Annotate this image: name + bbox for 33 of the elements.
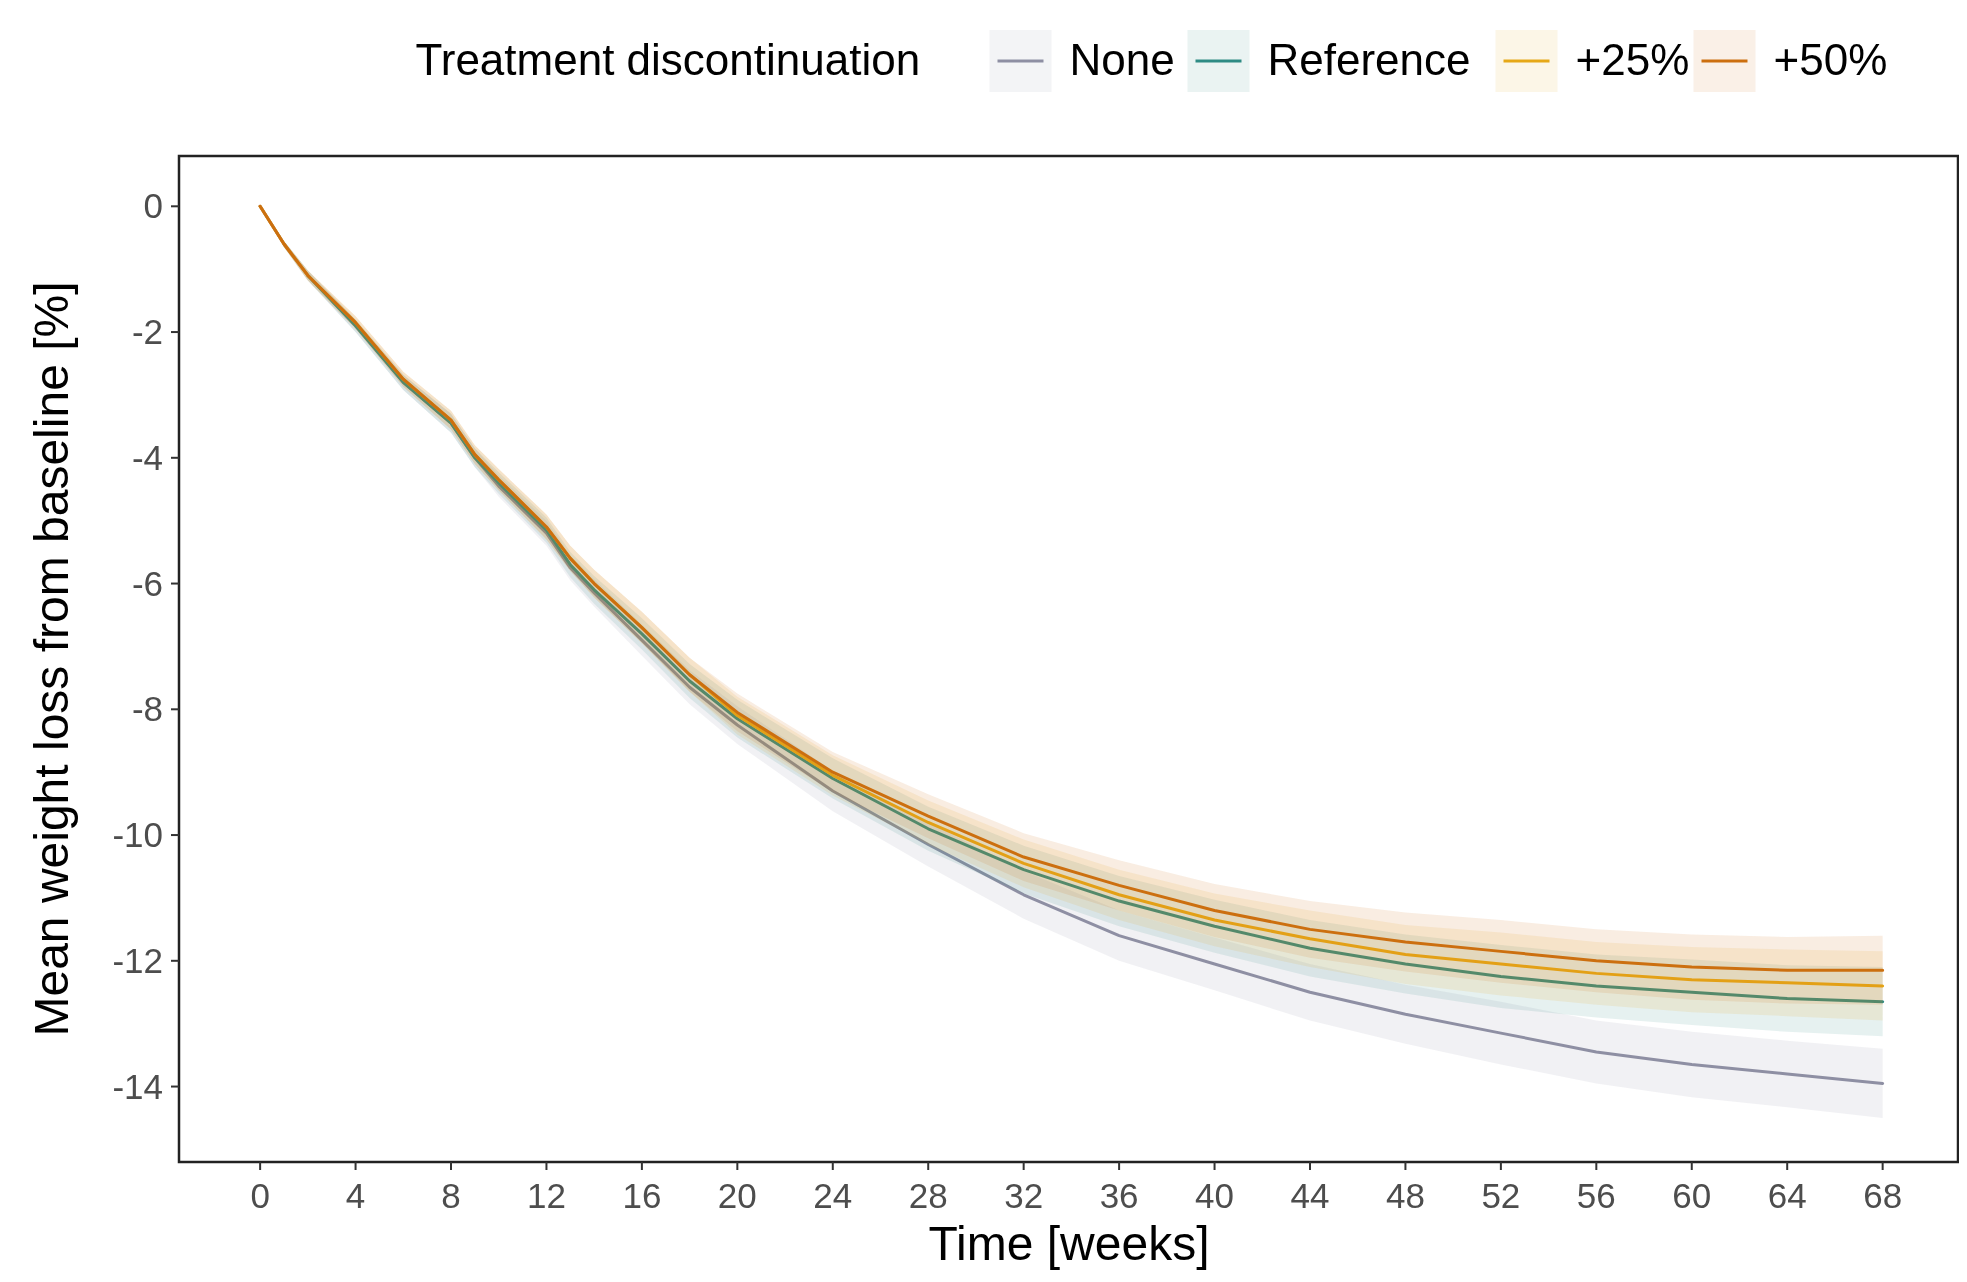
x-tick-label: 40 [1195,1176,1235,1215]
x-axis-title: Time [weeks] [928,1217,1210,1270]
y-tick-label: -4 [131,437,163,477]
legend-label: +25% [1575,35,1690,84]
x-tick-label: 64 [1767,1176,1807,1215]
x-tick-label: 4 [345,1176,366,1215]
x-tick-label: 24 [813,1176,853,1215]
x-tick-label: 12 [526,1176,566,1215]
x-tick-label: 32 [1004,1176,1044,1215]
y-tick-label: 0 [143,186,163,226]
x-tick-label: 68 [1863,1176,1903,1215]
x-tick-label: 16 [622,1176,662,1215]
legend-title: Treatment discontinuation [415,35,921,84]
y-axis-title: Mean weight loss from baseline [%] [25,281,78,1037]
x-tick-label: 60 [1672,1176,1712,1215]
legend-label: +50% [1773,35,1888,84]
x-tick-label: 48 [1385,1176,1425,1215]
y-tick-label: -6 [131,563,163,603]
y-tick-label: -2 [131,312,163,352]
x-tick-label: 36 [1099,1176,1139,1215]
y-tick-label: -14 [112,1066,163,1106]
x-tick-label: 8 [441,1176,461,1215]
y-tick-label: -8 [131,689,163,729]
legend-label: None [1069,35,1175,84]
x-tick-label: 56 [1576,1176,1616,1215]
x-tick-label: 28 [908,1176,948,1215]
legend-label: Reference [1267,35,1471,84]
x-tick-label: 0 [250,1176,270,1215]
y-tick-label: -10 [112,815,163,855]
y-tick-label: -12 [112,940,163,980]
x-tick-label: 20 [717,1176,757,1215]
x-tick-label: 52 [1481,1176,1521,1215]
x-tick-label: 44 [1290,1176,1330,1215]
